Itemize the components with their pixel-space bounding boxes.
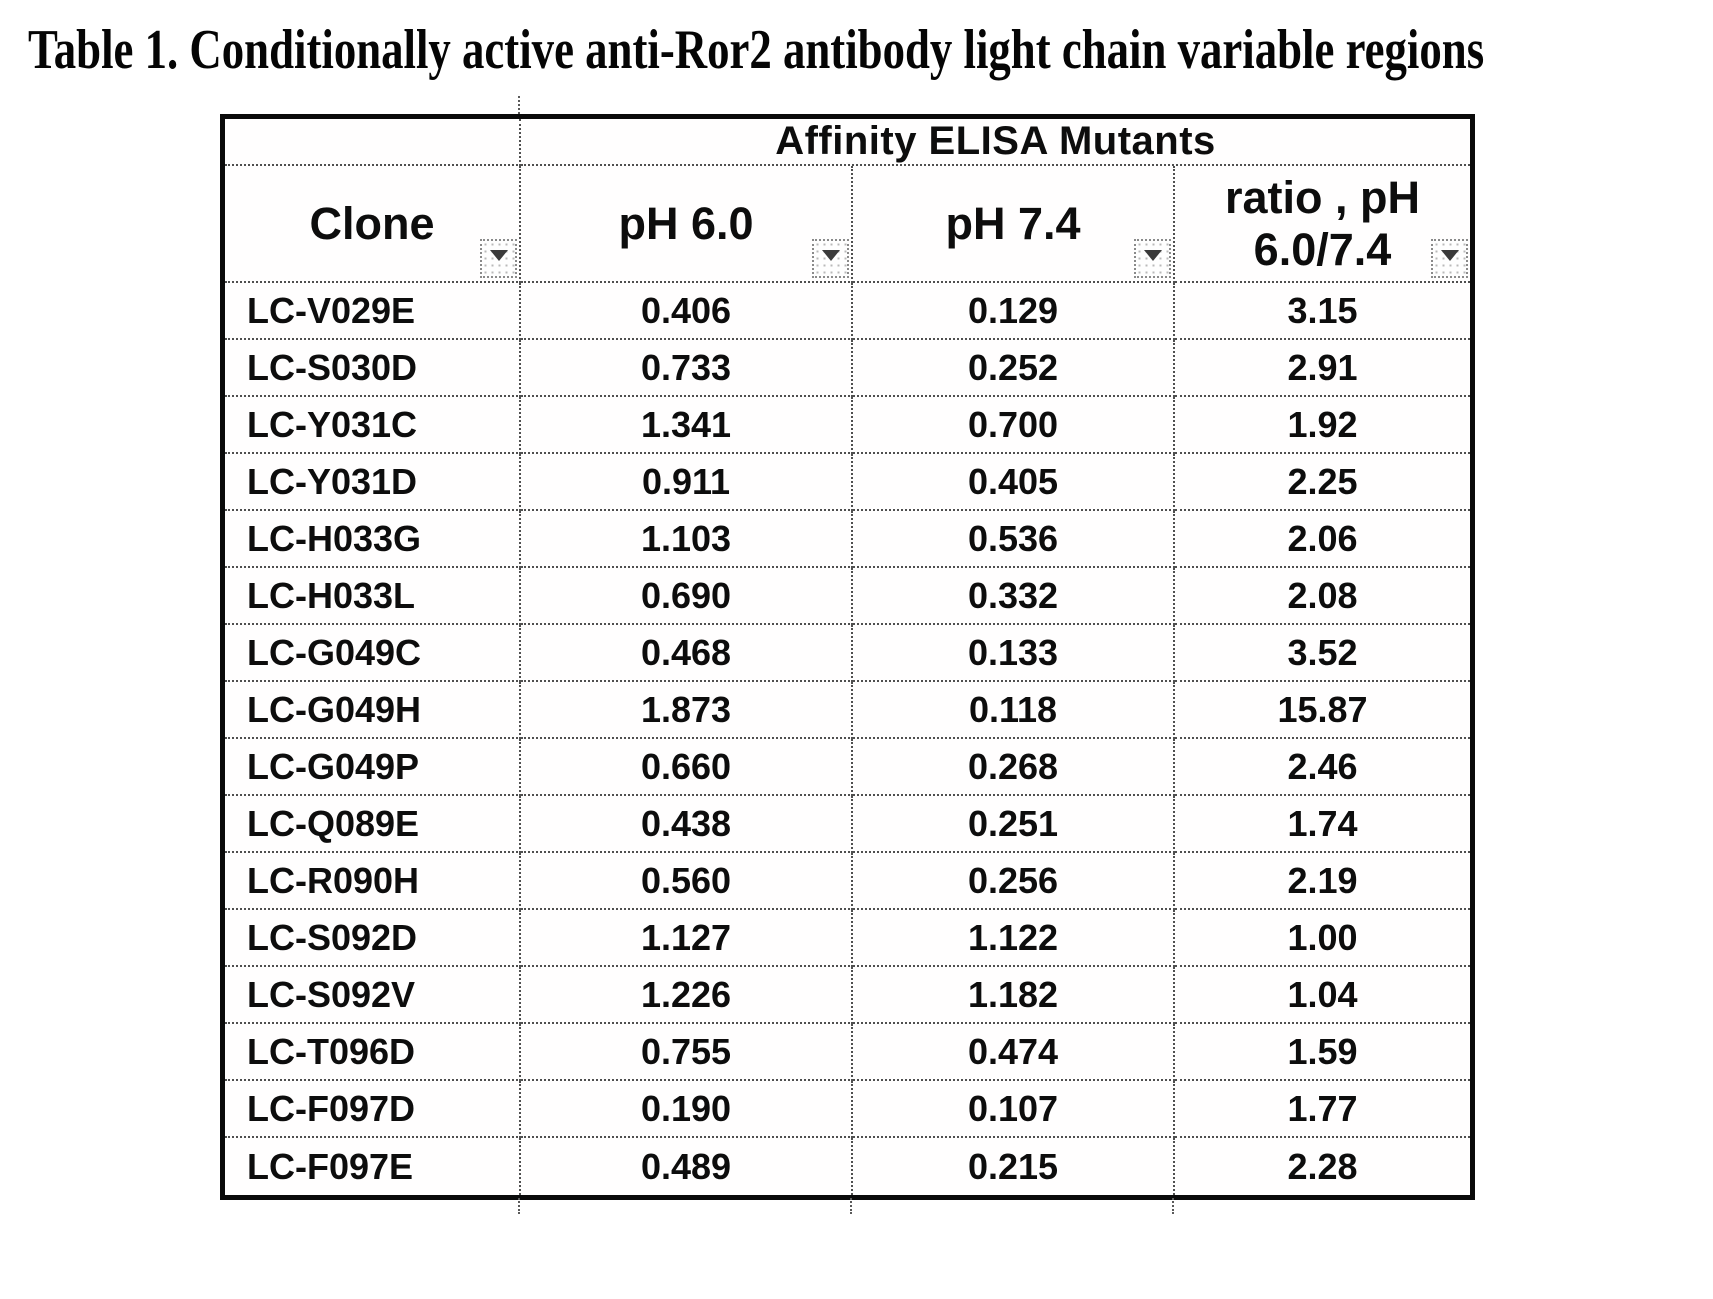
cell-ph74: 0.251 [853, 796, 1175, 853]
cell-clone: LC-F097D [225, 1081, 521, 1138]
cell-ratio: 2.46 [1175, 739, 1470, 796]
cell-ratio: 1.77 [1175, 1081, 1470, 1138]
cell-ph60: 1.103 [521, 511, 853, 568]
cell-clone: LC-H033L [225, 568, 521, 625]
cell-ph60: 0.190 [521, 1081, 853, 1138]
cell-ph74: 1.122 [853, 910, 1175, 967]
cell-ph74: 0.118 [853, 682, 1175, 739]
cell-ratio: 2.06 [1175, 511, 1470, 568]
cell-ph60: 0.755 [521, 1024, 853, 1081]
cell-clone: LC-G049C [225, 625, 521, 682]
column-header-label: pH 6.0 [618, 197, 754, 249]
cell-ph74: 0.405 [853, 454, 1175, 511]
cell-ph74: 0.129 [853, 283, 1175, 340]
filter-dropdown-button[interactable] [1134, 239, 1171, 278]
cell-ph60: 0.560 [521, 853, 853, 910]
cell-ph60: 0.468 [521, 625, 853, 682]
cell-ph60: 0.733 [521, 340, 853, 397]
cell-ph60: 0.690 [521, 568, 853, 625]
cell-clone: LC-T096D [225, 1024, 521, 1081]
table-grid: Affinity ELISA Mutants Clone pH 6.0 pH 7… [225, 119, 1470, 1195]
cell-clone: LC-R090H [225, 853, 521, 910]
cell-ph74: 0.700 [853, 397, 1175, 454]
cell-clone: LC-G049H [225, 682, 521, 739]
column-header-ratio: ratio , pH 6.0/7.4 [1175, 166, 1470, 283]
cell-ph74: 0.256 [853, 853, 1175, 910]
group-header-cell: Affinity ELISA Mutants [521, 119, 1470, 166]
filter-dropdown-icon [1440, 250, 1459, 261]
cell-ph60: 0.438 [521, 796, 853, 853]
cell-ph74: 0.107 [853, 1081, 1175, 1138]
cell-ph60: 1.127 [521, 910, 853, 967]
cell-ph60: 0.660 [521, 739, 853, 796]
column-header-clone: Clone [225, 166, 521, 283]
cell-ph74: 0.133 [853, 625, 1175, 682]
cell-ph60: 0.489 [521, 1138, 853, 1195]
corner-cell [225, 119, 521, 166]
column-header-label: ratio , pH 6.0/7.4 [1224, 171, 1420, 275]
scan-artifact-line [518, 1198, 520, 1214]
filter-dropdown-button[interactable] [480, 239, 517, 278]
filter-dropdown-icon [489, 250, 508, 261]
cell-clone: LC-G049P [225, 739, 521, 796]
cell-clone: LC-S092V [225, 967, 521, 1024]
cell-clone: LC-S092D [225, 910, 521, 967]
scan-artifact-line [518, 96, 520, 114]
cell-ph60: 1.226 [521, 967, 853, 1024]
cell-clone: LC-H033G [225, 511, 521, 568]
cell-ph60: 1.873 [521, 682, 853, 739]
cell-ratio: 1.74 [1175, 796, 1470, 853]
data-table: Affinity ELISA Mutants Clone pH 6.0 pH 7… [220, 114, 1475, 1200]
cell-ph74: 0.332 [853, 568, 1175, 625]
cell-clone: LC-Y031D [225, 454, 521, 511]
cell-ratio: 3.52 [1175, 625, 1470, 682]
cell-ratio: 3.15 [1175, 283, 1470, 340]
scan-artifact-line [850, 1198, 852, 1214]
cell-clone: LC-Q089E [225, 796, 521, 853]
filter-dropdown-button[interactable] [1431, 239, 1468, 278]
cell-ph60: 0.406 [521, 283, 853, 340]
cell-ph74: 0.268 [853, 739, 1175, 796]
cell-ph74: 0.252 [853, 340, 1175, 397]
page-title: Table 1. Conditionally active anti-Ror2 … [28, 19, 1485, 81]
cell-clone: LC-F097E [225, 1138, 521, 1195]
cell-ratio: 2.91 [1175, 340, 1470, 397]
cell-ph74: 1.182 [853, 967, 1175, 1024]
cell-ratio: 2.08 [1175, 568, 1470, 625]
cell-ratio: 15.87 [1175, 682, 1470, 739]
cell-ratio: 1.00 [1175, 910, 1470, 967]
column-header-ph74: pH 7.4 [853, 166, 1175, 283]
cell-ratio: 1.04 [1175, 967, 1470, 1024]
scan-artifact-line [1172, 1198, 1174, 1214]
cell-ph74: 0.215 [853, 1138, 1175, 1195]
cell-ph60: 1.341 [521, 397, 853, 454]
cell-ph60: 0.911 [521, 454, 853, 511]
column-header-label: Clone [309, 197, 435, 249]
cell-clone: LC-Y031C [225, 397, 521, 454]
cell-ph74: 0.536 [853, 511, 1175, 568]
cell-ph74: 0.474 [853, 1024, 1175, 1081]
cell-clone: LC-S030D [225, 340, 521, 397]
cell-ratio: 2.25 [1175, 454, 1470, 511]
filter-dropdown-icon [821, 250, 840, 261]
filter-dropdown-icon [1143, 250, 1162, 261]
cell-ratio: 2.28 [1287, 1145, 1358, 1187]
filter-dropdown-button[interactable] [812, 239, 849, 278]
cell-ratio: 1.59 [1175, 1024, 1470, 1081]
column-header-label: pH 7.4 [945, 197, 1081, 249]
cell-ratio: 2.19 [1175, 853, 1470, 910]
cell-ratio: 1.92 [1175, 397, 1470, 454]
cell-clone: LC-V029E [225, 283, 521, 340]
column-header-ph60: pH 6.0 [521, 166, 853, 283]
